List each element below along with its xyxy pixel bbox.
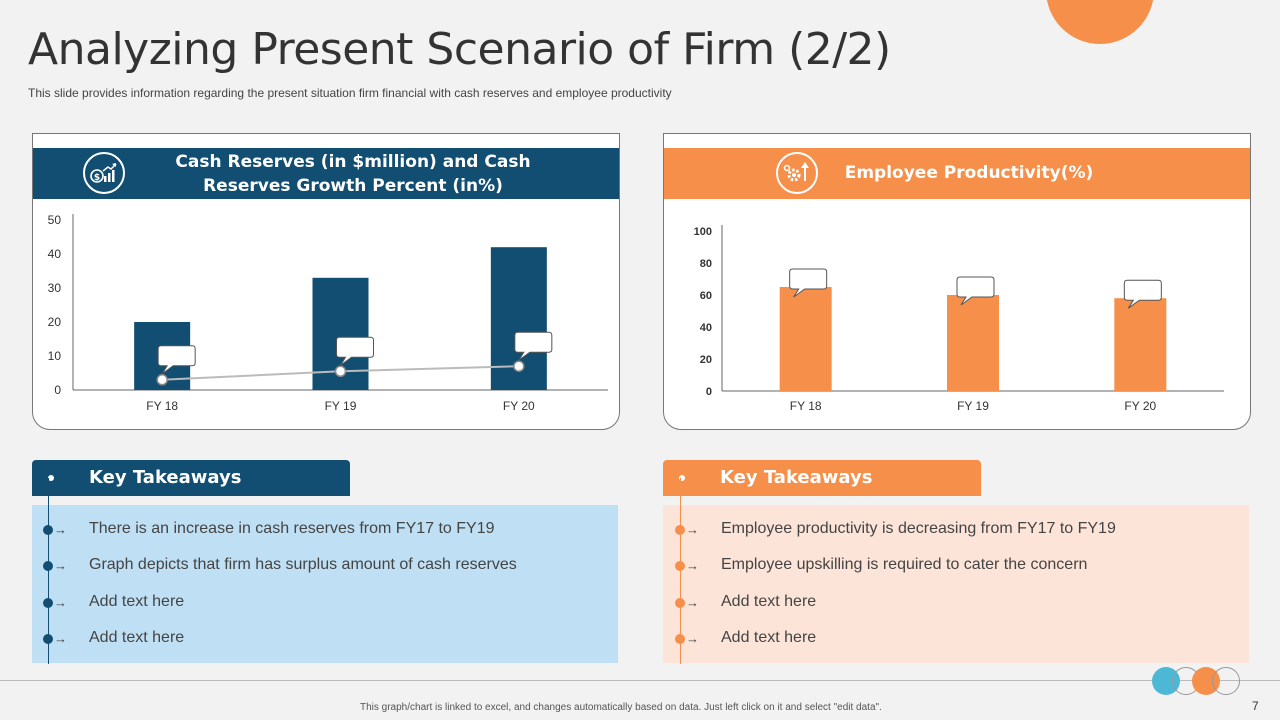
key-takeaways-header-left: Key Takeaways: [32, 460, 350, 496]
arrow-right-icon: →: [54, 595, 67, 610]
arrow-right-icon: →: [686, 595, 699, 610]
page-title: Analyzing Present Scenario of Firm (2/2): [28, 24, 891, 75]
data-label-callout: [956, 276, 995, 306]
page-number: 7: [1252, 699, 1259, 713]
cash-reserves-header: $ Cash Reserves (in $million) and Cash R…: [33, 148, 619, 199]
employee-productivity-chart: 0 20 40 60 80 100 FY 18 FY 19 FY 20: [694, 225, 1224, 413]
arrow-right-icon: →: [686, 558, 699, 573]
cash-reserves-chart: 0 10 20 30 40 50 FY 18 FY 19 FY 20: [48, 213, 608, 413]
key-takeaways-header-right: Key Takeaways: [663, 460, 981, 496]
y-tick-label: 10: [48, 349, 62, 363]
x-tick-label: FY 20: [503, 399, 535, 413]
y-tick-label: 50: [48, 213, 62, 227]
arrow-right-icon: →: [54, 522, 67, 537]
y-tick-label: 20: [700, 354, 712, 366]
data-label-callout: [514, 331, 553, 361]
y-tick-label: 80: [700, 258, 712, 270]
data-label-callout: [1123, 279, 1162, 309]
cash-reserves-panel: $ Cash Reserves (in $million) and Cash R…: [32, 133, 620, 430]
bar: [779, 287, 832, 391]
takeaway-item: Employee productivity is decreasing from…: [721, 520, 1116, 537]
timeline-line-left: [48, 478, 49, 664]
takeaway-bullet-dot: [675, 525, 685, 535]
x-tick-label: FY 20: [1124, 399, 1156, 413]
key-takeaways-title-left: Key Takeaways: [89, 467, 242, 488]
line-point: [156, 374, 168, 386]
arrow-right-icon: →: [54, 558, 67, 573]
page-subtitle: This slide provides information regardin…: [28, 86, 672, 100]
employee-productivity-panel: Employee Productivity(%) 0 20 40 60 80 100 FY …: [663, 133, 1251, 430]
employee-productivity-header: Employee Productivity(%): [664, 148, 1250, 199]
takeaway-item: Add text here: [721, 593, 817, 610]
takeaway-bullet-dot: [675, 598, 685, 608]
bar: [1114, 298, 1167, 391]
takeaway-item: Add text here: [89, 629, 185, 646]
data-label-callout: [336, 336, 374, 366]
y-tick-label: 20: [48, 315, 62, 329]
footer-note: This graph/chart is linked to excel, and…: [360, 702, 882, 713]
takeaway-item: Add text here: [721, 629, 817, 646]
gear-arrow-up-icon: [776, 152, 818, 194]
x-tick-label: FY 18: [790, 399, 822, 413]
takeaway-bullet-dot: [675, 561, 685, 571]
takeaway-item: Graph depicts that firm has surplus amou…: [89, 556, 517, 573]
timeline-line-right: [680, 478, 681, 664]
x-tick-label: FY 18: [146, 399, 178, 413]
takeaway-bullet-dot: [43, 525, 53, 535]
takeaway-bullet-dot: [43, 561, 53, 571]
cash-title-line2: Reserves Growth Percent (in%): [203, 176, 503, 196]
y-tick-label: 0: [54, 383, 61, 397]
y-tick-label: 40: [48, 247, 62, 261]
productivity-title: Employee Productivity(%): [844, 163, 1094, 183]
bar: [947, 295, 999, 391]
key-takeaways-box-left: [32, 505, 618, 663]
takeaway-bullet-dot: [43, 634, 53, 644]
svg-text:$: $: [94, 173, 100, 183]
y-tick-label: 40: [700, 322, 712, 334]
arrow-right-icon: →: [686, 522, 699, 537]
line-point: [334, 365, 347, 378]
y-tick-label: 60: [700, 290, 712, 302]
header-bullet-dot: [679, 475, 685, 481]
y-tick-label: 0: [706, 386, 712, 398]
takeaway-item: Employee upskilling is required to cater…: [721, 556, 1088, 573]
arrow-right-icon: →: [54, 631, 67, 646]
takeaway-item: There is an increase in cash reserves fr…: [89, 520, 495, 537]
key-takeaways-title-right: Key Takeaways: [720, 467, 873, 488]
x-tick-label: FY 19: [957, 399, 989, 413]
data-label-callout: [157, 345, 196, 375]
takeaway-item: Add text here: [89, 593, 185, 610]
y-tick-label: 30: [48, 281, 62, 295]
x-tick-label: FY 19: [325, 399, 357, 413]
header-bullet-dot: [48, 475, 54, 481]
key-takeaways-box-right: [663, 505, 1249, 663]
takeaway-bullet-dot: [675, 634, 685, 644]
takeaway-bullet-dot: [43, 598, 53, 608]
data-label-callout: [789, 268, 828, 298]
decorative-ring-outline: [1212, 667, 1240, 695]
arrow-right-icon: →: [686, 631, 699, 646]
footer-divider: [0, 680, 1280, 681]
line-point: [513, 360, 525, 372]
money-growth-chart-icon: $: [83, 152, 125, 194]
y-tick-label: 100: [694, 226, 712, 238]
cash-title-line1: Cash Reserves (in $million) and Cash: [175, 152, 531, 172]
decorative-circle: [1046, 0, 1154, 44]
